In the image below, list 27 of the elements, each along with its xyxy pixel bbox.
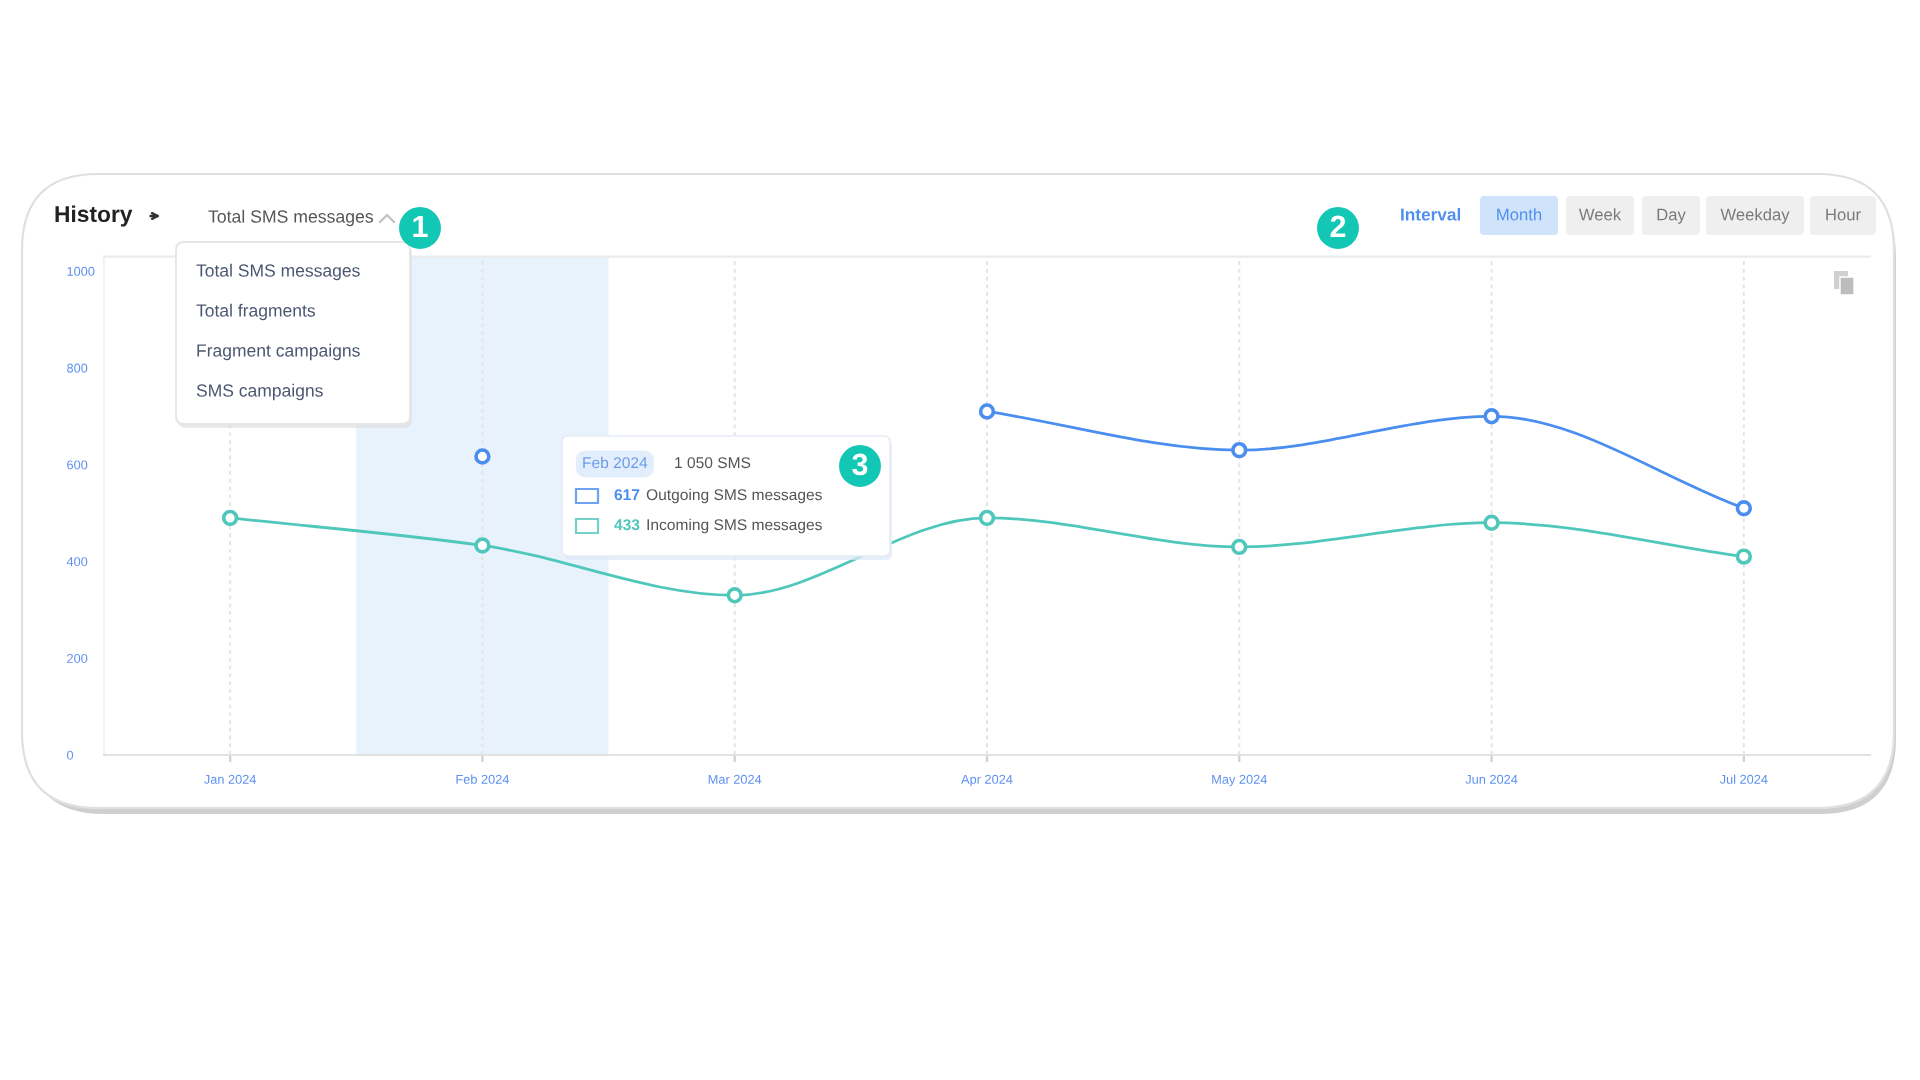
text: Week [1578, 208, 1622, 221]
point [474, 448, 491, 465]
annotation: 3 [852, 453, 868, 476]
point [978, 509, 996, 527]
point [1483, 514, 1500, 531]
text: Interval [1401, 207, 1461, 221]
text: Hour [1826, 208, 1861, 221]
point [1735, 548, 1753, 565]
point [221, 509, 239, 527]
point [1483, 408, 1500, 425]
annotation: Total SMS messages [196, 263, 360, 281]
chart-title: History [55, 205, 133, 227]
point [1735, 500, 1753, 517]
point [1231, 441, 1248, 459]
text: Weekday [1720, 208, 1790, 224]
point [1231, 538, 1248, 556]
annotation: Fragment campaigns [197, 343, 360, 361]
point [978, 403, 996, 420]
text: 1 [413, 215, 428, 237]
text: Day [1657, 208, 1686, 224]
point [726, 587, 743, 604]
text: 2 [1330, 215, 1346, 237]
chart-subtitle: Total SMS messages [208, 209, 374, 227]
annotation: Total fragments [196, 303, 315, 321]
point [474, 537, 491, 554]
annotation: SMS campaigns [196, 383, 323, 401]
text: Month [1497, 208, 1542, 221]
